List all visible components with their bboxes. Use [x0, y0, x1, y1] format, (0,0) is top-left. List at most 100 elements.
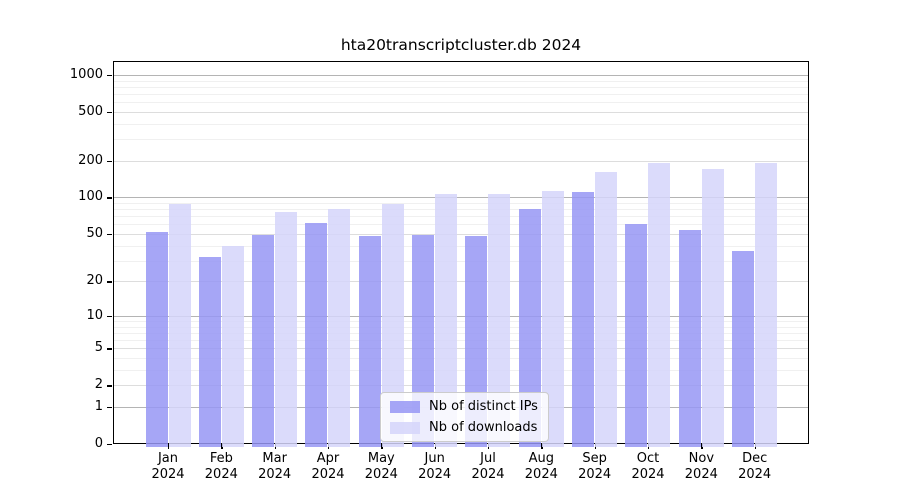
- gridline-minor-60: [113, 224, 809, 226]
- y-tick-2: [107, 385, 112, 387]
- bar-nb-of-downloads-feb: [221, 245, 244, 447]
- gridline-500: [113, 111, 809, 113]
- month-label: Jul: [480, 451, 496, 466]
- year-label: 2024: [578, 467, 612, 482]
- y-tick-200: [107, 160, 112, 162]
- y-tick-1: [107, 406, 112, 409]
- month-label: Mar: [262, 451, 287, 466]
- x-tick-label-may: May 2024: [349, 451, 413, 483]
- gridline-minor-70: [113, 216, 809, 218]
- bar-nb-of-distinct-ips-oct: [625, 224, 648, 447]
- gridline-minor-30: [113, 260, 809, 262]
- x-tick-label-mar: Mar 2024: [243, 451, 307, 483]
- gridline-10: [113, 315, 809, 317]
- bar-nb-of-downloads-oct: [648, 163, 671, 447]
- y-tick-label-2: 2: [94, 377, 103, 393]
- y-tick-1000: [107, 74, 112, 77]
- year-label: 2024: [418, 467, 452, 482]
- y-tick-label-200: 200: [78, 152, 103, 168]
- y-tick-0: [107, 444, 112, 446]
- y-tick-label-10: 10: [86, 307, 103, 323]
- gridline-1000: [113, 74, 809, 76]
- x-tick-label-nov: Nov 2024: [669, 451, 733, 483]
- year-label: 2024: [204, 467, 238, 482]
- legend: Nb of distinct IPs Nb of downloads: [380, 392, 549, 442]
- bar-nb-of-distinct-ips-jan: [145, 231, 168, 447]
- year-label: 2024: [631, 467, 665, 482]
- x-tick-label-feb: Feb 2024: [189, 451, 253, 483]
- gridline-minor-600: [113, 102, 809, 104]
- month-label: Apr: [316, 451, 340, 466]
- month-label: Dec: [742, 451, 768, 466]
- month-label: Jun: [424, 451, 445, 466]
- y-tick-label-50: 50: [86, 225, 103, 241]
- month-label: Oct: [636, 451, 660, 466]
- bar-nb-of-distinct-ips-aug: [518, 208, 541, 447]
- gridline-minor-800: [113, 86, 809, 88]
- legend-row-nb-of-distinct-ips: Nb of distinct IPs: [390, 399, 538, 414]
- gridline-minor-40: [113, 245, 809, 247]
- bar-nb-of-distinct-ips-dec: [732, 251, 755, 447]
- gridline-5: [113, 348, 809, 350]
- bar-nb-of-distinct-ips-may: [358, 236, 381, 447]
- month-label: Nov: [688, 451, 715, 466]
- bar-nb-of-distinct-ips-apr: [305, 222, 328, 447]
- bar-nb-of-downloads-may: [381, 204, 404, 447]
- bar-nb-of-downloads-apr: [328, 208, 351, 447]
- gridline-20: [113, 281, 809, 283]
- month-label: Sep: [582, 451, 607, 466]
- gridline-minor-6: [113, 340, 809, 342]
- y-tick-label-5: 5: [94, 340, 103, 356]
- y-tick-label-1: 1: [94, 398, 103, 414]
- gridline-minor-4: [113, 358, 809, 360]
- bar-nb-of-downloads-mar: [275, 211, 298, 447]
- bar-nb-of-downloads-dec: [755, 163, 778, 447]
- year-label: 2024: [364, 467, 398, 482]
- y-tick-20: [107, 281, 112, 283]
- y-tick-label-1000: 1000: [69, 66, 103, 82]
- x-tick-label-jun: Jun 2024: [403, 451, 467, 483]
- x-tick-label-jan: Jan 2024: [136, 451, 200, 483]
- month-label: Aug: [528, 451, 555, 466]
- gridline-2: [113, 385, 809, 387]
- y-tick-label-100: 100: [78, 189, 103, 205]
- bar-nb-of-downloads-jan: [168, 204, 191, 447]
- x-tick-label-dec: Dec 2024: [723, 451, 787, 483]
- bar-nb-of-downloads-sep: [595, 171, 618, 447]
- bar-nb-of-downloads-jun: [435, 194, 458, 447]
- gridline-minor-700: [113, 93, 809, 95]
- gridline-minor-9: [113, 321, 809, 322]
- bar-nb-of-downloads-aug: [541, 191, 564, 447]
- legend-swatch-nb-of-distinct-ips: [390, 400, 420, 413]
- year-label: 2024: [151, 467, 185, 482]
- bar-nb-of-downloads-nov: [701, 169, 724, 447]
- month-label: May: [367, 451, 395, 466]
- gridline-minor-8: [113, 326, 809, 328]
- year-label: 2024: [311, 467, 345, 482]
- bar-nb-of-distinct-ips-sep: [572, 192, 595, 447]
- gridline-minor-300: [113, 139, 809, 141]
- y-tick-500: [107, 111, 112, 114]
- legend-swatch-nb-of-downloads: [390, 421, 420, 434]
- gridline-minor-900: [113, 80, 809, 82]
- bar-nb-of-distinct-ips-nov: [678, 229, 701, 447]
- legend-label-nb-of-distinct-ips: Nb of distinct IPs: [429, 399, 538, 414]
- bar-nb-of-distinct-ips-feb: [198, 257, 221, 447]
- legend-row-nb-of-downloads: Nb of downloads: [390, 420, 538, 435]
- year-label: 2024: [258, 467, 292, 482]
- gridline-200: [113, 160, 809, 162]
- year-label: 2024: [684, 467, 718, 482]
- bars-layer: [113, 61, 809, 447]
- x-tick-label-jul: Jul 2024: [456, 451, 520, 483]
- bar-nb-of-distinct-ips-mar: [252, 235, 275, 447]
- y-tick-label-20: 20: [86, 273, 103, 289]
- gridline-minor-3: [113, 369, 809, 371]
- y-tick-50: [107, 233, 112, 236]
- year-label: 2024: [524, 467, 558, 482]
- gridline-minor-400: [113, 123, 809, 125]
- legend-label-nb-of-downloads: Nb of downloads: [429, 420, 538, 435]
- x-tick-label-aug: Aug 2024: [509, 451, 573, 483]
- gridline-minor-80: [113, 209, 809, 211]
- y-tick-100: [107, 197, 112, 199]
